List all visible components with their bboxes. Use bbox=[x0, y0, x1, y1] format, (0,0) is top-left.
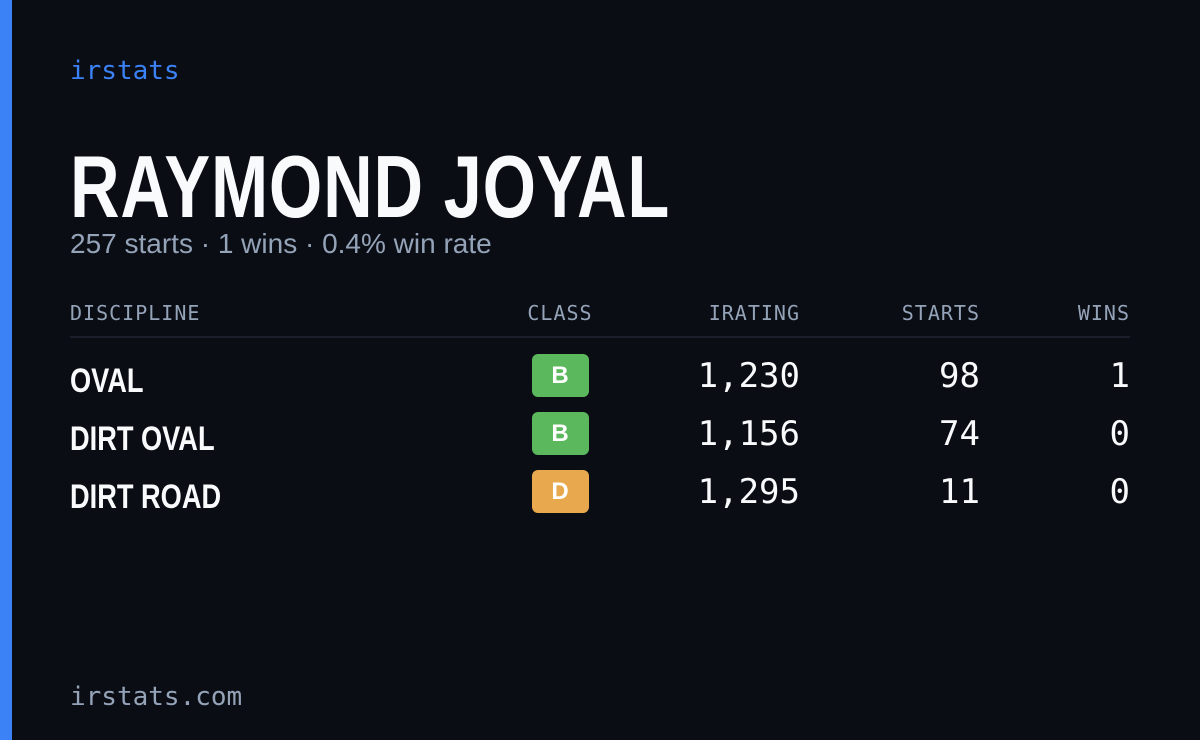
driver-name: RAYMOND JOYAL bbox=[70, 137, 671, 236]
brand: irstats bbox=[70, 56, 180, 86]
column-header: CLASS bbox=[527, 301, 593, 325]
footer: irstats.com bbox=[70, 682, 243, 712]
class-badge: D bbox=[531, 470, 589, 513]
stat-value: 11 bbox=[939, 472, 980, 512]
stat-value: 1,156 bbox=[697, 414, 800, 454]
header-rule bbox=[70, 336, 1130, 338]
accent-bar bbox=[0, 0, 12, 740]
discipline: OVAL bbox=[70, 362, 144, 400]
class-badge: B bbox=[531, 412, 589, 455]
stat-value: 1,295 bbox=[697, 472, 800, 512]
column-header: DISCIPLINE bbox=[70, 301, 201, 325]
column-header: IRATING bbox=[708, 301, 800, 325]
stat-value: 1,230 bbox=[697, 356, 800, 396]
stat-value: 74 bbox=[939, 414, 980, 454]
stat-value: 0 bbox=[1109, 414, 1130, 454]
column-header: STARTS bbox=[901, 301, 980, 325]
column-header: WINS bbox=[1077, 301, 1130, 325]
discipline: DIRT ROAD bbox=[70, 478, 222, 516]
stat-value: 98 bbox=[939, 356, 980, 396]
driver-summary: 257 starts · 1 wins · 0.4% win rate bbox=[70, 228, 492, 259]
class-badge: B bbox=[531, 354, 589, 397]
stat-value: 0 bbox=[1109, 472, 1130, 512]
stat-value: 1 bbox=[1109, 356, 1130, 396]
discipline: DIRT OVAL bbox=[70, 420, 215, 458]
